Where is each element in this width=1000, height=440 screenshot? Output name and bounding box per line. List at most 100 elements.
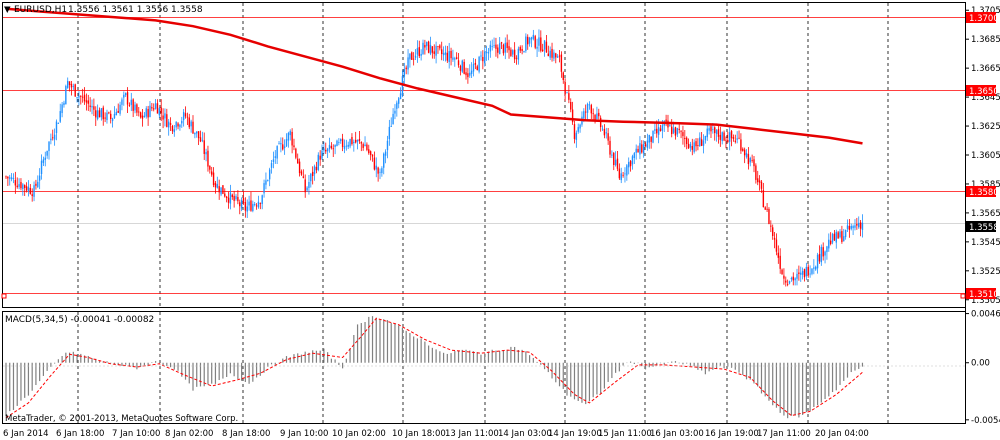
candle-body — [306, 187, 308, 191]
macd-bar — [83, 355, 86, 363]
macd-bar — [244, 362, 246, 382]
macd-bar — [861, 362, 864, 367]
candle-body — [813, 267, 815, 269]
macd-bar — [54, 362, 56, 364]
macd-bar — [674, 361, 677, 363]
current-price-label: 1.3558 — [969, 223, 999, 233]
candle-body — [551, 48, 553, 58]
candle-body — [237, 197, 239, 202]
candle-body — [463, 61, 465, 74]
candle-body — [715, 130, 718, 134]
macd-bar — [730, 362, 733, 368]
macd-bar — [267, 362, 269, 367]
macd-bar — [809, 362, 811, 412]
candle-body — [29, 187, 32, 194]
macd-bar — [790, 362, 792, 416]
macd-bar — [536, 361, 538, 363]
candle-body — [233, 195, 235, 201]
candle-body — [841, 231, 843, 242]
candle-body — [162, 115, 164, 120]
candle-body — [818, 254, 821, 262]
line-marker-left[interactable] — [1, 293, 7, 299]
macd-bar — [622, 362, 624, 366]
candle-body — [461, 60, 463, 72]
candle-body — [755, 165, 757, 180]
macd-bar — [420, 338, 422, 363]
candle-body — [800, 272, 802, 275]
candle-body — [420, 53, 422, 56]
candle-body — [35, 183, 37, 186]
macd-bar — [50, 362, 52, 367]
candle-body — [111, 118, 114, 122]
candle-body — [586, 103, 589, 113]
candle-body — [63, 102, 65, 106]
macd-bar — [686, 362, 688, 364]
time-tick-label: 9 Jan 10:00 — [280, 429, 328, 439]
candle-body — [770, 225, 772, 227]
candle-body — [270, 163, 273, 168]
candle-body — [508, 46, 510, 51]
candle-body — [304, 179, 306, 193]
candle-body — [534, 36, 536, 48]
candle-body — [697, 145, 699, 146]
candle-body — [252, 203, 254, 211]
time-tick-label: 15 Jan 11:00 — [598, 429, 652, 439]
candle-body — [403, 69, 406, 77]
candle-body — [592, 113, 594, 115]
copyright-label: MetaTrader, © 2001-2013, MetaQuotes Soft… — [5, 414, 238, 424]
candle-body — [671, 126, 673, 135]
candle-body — [164, 113, 166, 119]
candle-body — [455, 57, 458, 59]
macd-bar — [27, 362, 30, 396]
candle-body — [614, 159, 617, 166]
candle-body — [182, 112, 185, 121]
candle-body — [325, 149, 327, 152]
candle-body — [326, 148, 329, 152]
candle-body — [12, 178, 15, 179]
macd-bar — [802, 362, 804, 415]
candle-body — [433, 51, 435, 54]
macd-bar — [106, 361, 108, 363]
macd-bar — [80, 353, 82, 363]
macd-bar — [629, 361, 632, 363]
candle-body — [212, 172, 215, 185]
candle-body — [815, 266, 817, 270]
macd-bar — [555, 362, 557, 383]
candle-body — [500, 42, 503, 44]
dropdown-arrow-icon[interactable]: ▼ — [4, 5, 11, 15]
macd-bar — [813, 362, 815, 407]
candle-body — [209, 165, 211, 170]
macd-signal-line — [5, 317, 863, 419]
candle-body — [861, 222, 864, 230]
macd-bar — [611, 362, 613, 379]
macd-bar — [592, 362, 594, 398]
price-tick-label: 1.3685 — [971, 35, 1000, 45]
macd-bar — [312, 350, 314, 363]
macd-bar — [143, 362, 145, 366]
macd-bar — [525, 351, 527, 363]
macd-bar — [495, 350, 497, 363]
time-tick-label: 14 Jan 19:00 — [548, 429, 602, 439]
candle-body — [255, 205, 258, 207]
line-marker-right[interactable] — [960, 293, 966, 299]
candle-body — [762, 190, 765, 208]
macd-bar — [476, 352, 478, 363]
candle-body — [87, 100, 89, 104]
candle-body — [801, 270, 804, 275]
horizontal-line-labels: 1.3700 1.3650 1.3580 1.3510 — [966, 12, 999, 300]
candle-body — [332, 148, 334, 150]
candle-body — [678, 128, 680, 130]
candle-body — [169, 123, 172, 125]
time-tick-label: 16 Jan 19:00 — [705, 429, 759, 439]
candle-body — [527, 36, 529, 45]
candle-body — [192, 121, 194, 134]
candle-body — [532, 34, 535, 39]
macd-bar — [689, 362, 692, 366]
candle-body — [250, 200, 252, 211]
candle-body — [517, 48, 520, 60]
macd-bar — [315, 350, 318, 363]
candle-body — [700, 139, 703, 146]
candle-body — [571, 109, 574, 123]
macd-bar — [293, 354, 295, 363]
candle-body — [70, 83, 73, 88]
